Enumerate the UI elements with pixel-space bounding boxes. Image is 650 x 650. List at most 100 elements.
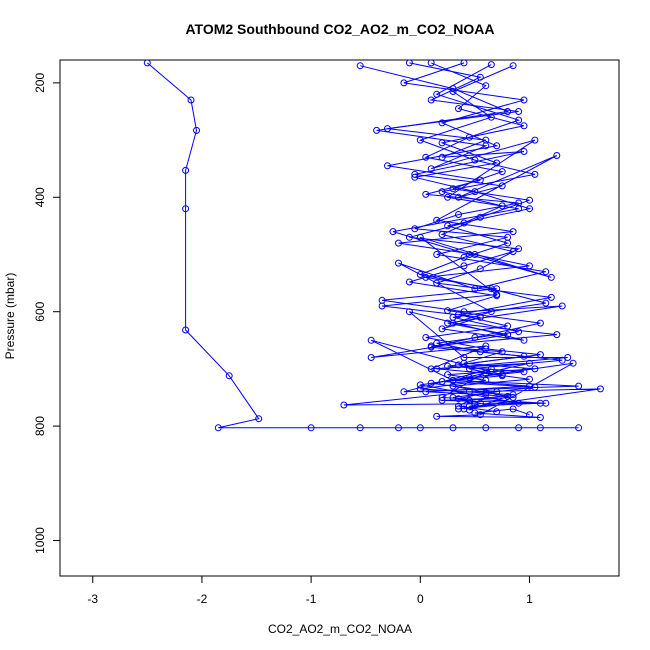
data-point: [498, 202, 506, 210]
data-point: [575, 424, 583, 432]
data-point: [515, 328, 523, 336]
data-point: [395, 259, 402, 267]
data-point: [433, 90, 441, 98]
data-point: [444, 319, 452, 327]
data-point: [504, 108, 512, 115]
data-point: [558, 356, 566, 364]
data-point: [547, 273, 555, 281]
data-point: [444, 307, 452, 315]
data-point: [433, 251, 441, 258]
data-point: [476, 265, 484, 273]
data-point: [596, 385, 604, 393]
data-point: [465, 133, 473, 141]
data-point: [405, 308, 413, 316]
data-point: [307, 424, 315, 432]
data-point: [520, 352, 528, 360]
data-point: [427, 343, 435, 351]
data-point: [526, 375, 533, 383]
data-point: [531, 136, 539, 144]
data-point: [400, 388, 408, 396]
data-point: [515, 399, 523, 407]
y-tick-label: 200: [33, 73, 47, 93]
data-point: [493, 142, 501, 150]
data-point: [471, 409, 479, 417]
y-tick-label: 1000: [33, 527, 47, 554]
data-point: [427, 60, 435, 67]
x-tick-label: 0: [417, 592, 424, 606]
data-point: [455, 395, 462, 403]
data-point: [455, 105, 462, 113]
data-point: [526, 205, 533, 213]
data-point: [509, 405, 517, 413]
x-axis: -3 -2 -1 0 1: [87, 575, 533, 606]
data-point: [520, 368, 528, 376]
data-point: [465, 374, 473, 381]
x-tick-label: -3: [87, 592, 98, 606]
data-point: [427, 96, 435, 104]
data-point: [575, 382, 583, 390]
data-point: [460, 262, 468, 270]
data-point: [449, 185, 457, 193]
data-point: [444, 222, 452, 230]
data-point: [536, 319, 544, 327]
data-point: [471, 334, 479, 341]
data-point: [515, 108, 523, 115]
data-point: [460, 60, 468, 67]
y-tick-label: 400: [33, 187, 47, 207]
profile-series: [411, 60, 566, 408]
data-point: [471, 400, 479, 408]
data-point: [482, 370, 490, 377]
data-point: [482, 424, 490, 432]
data-point: [411, 225, 419, 233]
y-tick-label: 600: [33, 301, 47, 321]
data-point: [465, 406, 473, 414]
series-line: [360, 65, 568, 407]
data-point: [536, 399, 544, 407]
data-point: [422, 273, 430, 281]
data-point: [520, 122, 528, 130]
data-point: [449, 382, 457, 390]
data-point: [449, 424, 457, 432]
data-point: [542, 299, 550, 307]
data-point: [395, 424, 402, 432]
data-point: [182, 326, 190, 334]
x-axis-label: CO2_AO2_m_CO2_NOAA: [268, 622, 412, 636]
series-layer: [143, 60, 604, 432]
data-point: [509, 62, 517, 70]
data-point: [487, 285, 495, 293]
data-point: [182, 166, 190, 174]
data-point: [515, 245, 523, 253]
data-point: [476, 313, 484, 321]
y-tick-label: 800: [33, 416, 47, 436]
data-point: [558, 302, 566, 310]
data-point: [509, 248, 517, 256]
data-point: [531, 383, 539, 391]
y-axis-label: Pressure (mbar): [3, 273, 17, 360]
data-point: [526, 196, 533, 204]
series-line: [387, 62, 557, 413]
data-point: [455, 361, 462, 369]
data-point: [526, 411, 533, 419]
series-line: [414, 62, 563, 405]
data-point: [471, 156, 479, 164]
data-point: [422, 190, 430, 198]
data-point: [460, 253, 468, 261]
data-point: [536, 424, 544, 432]
data-point: [460, 308, 468, 316]
data-point: [389, 228, 397, 236]
data-point: [416, 424, 424, 432]
data-point: [427, 165, 435, 173]
data-point: [482, 82, 490, 90]
series-line: [409, 64, 541, 411]
data-point: [444, 193, 452, 201]
data-point: [553, 331, 561, 339]
data-point: [498, 168, 506, 176]
data-point: [373, 126, 381, 134]
data-point: [356, 424, 364, 432]
data-point: [455, 211, 462, 218]
data-point: [422, 153, 430, 161]
x-tick-label: 1: [526, 592, 533, 606]
data-point: [520, 96, 528, 104]
